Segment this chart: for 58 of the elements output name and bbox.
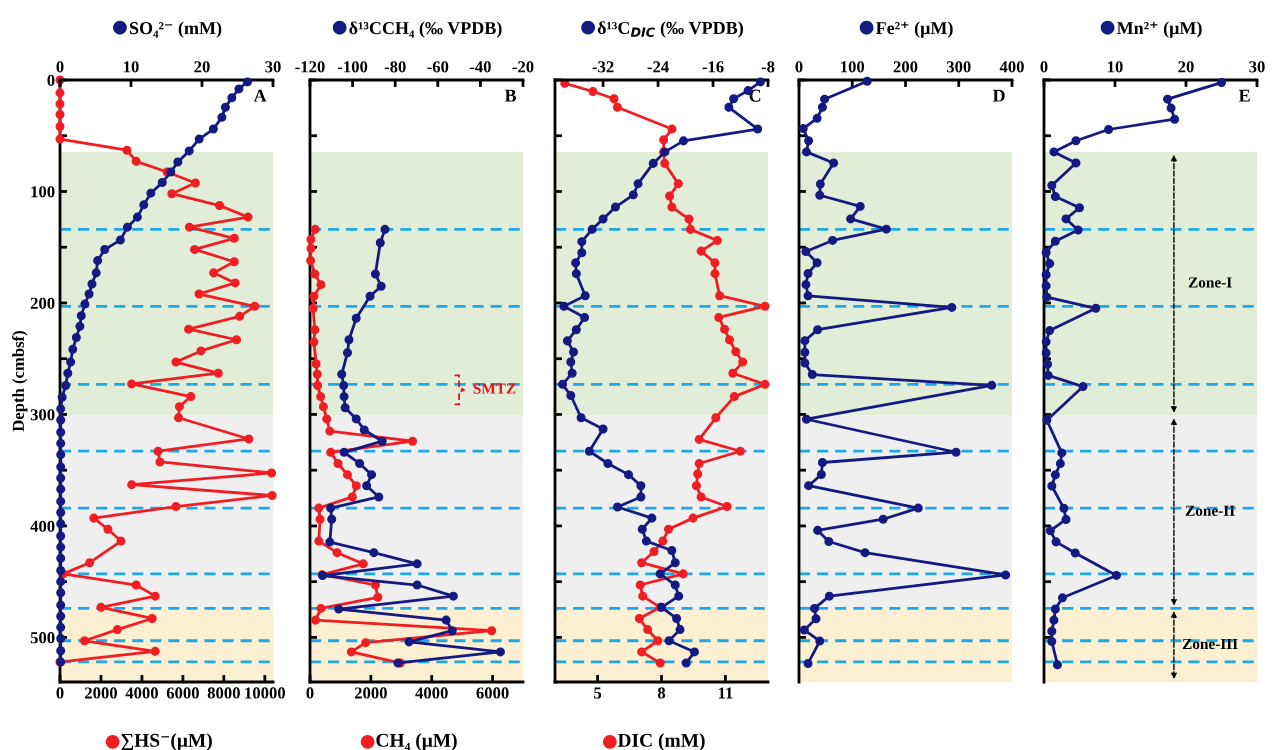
x-tick-label: 6000 <box>166 687 199 699</box>
annotation: SMTZ <box>473 383 516 394</box>
x-tick-label: 4000 <box>415 687 448 699</box>
y-tick-label: 500 <box>30 632 55 644</box>
y-tick-label: 300 <box>30 409 55 421</box>
x2-tick-label: 100 <box>841 61 865 73</box>
x-tick-label: 2000 <box>354 687 387 699</box>
x2-tick-label: -8 <box>761 61 775 73</box>
x2-tick-label: 0 <box>56 61 64 73</box>
x2-tick-label: -32 <box>592 61 614 73</box>
x-tick-label: 2000 <box>85 687 117 699</box>
annotation: A <box>253 89 267 102</box>
x2-tick-label: 200 <box>893 61 918 73</box>
x2-tick-label: 20 <box>1178 61 1194 73</box>
annotation: B <box>504 89 517 102</box>
x2-tick-label: -80 <box>384 61 406 73</box>
x-tick-label: 6000 <box>476 687 509 699</box>
x2-tick-label: 30 <box>1249 61 1265 73</box>
x2-tick-label: -24 <box>647 61 669 73</box>
x2-tick-label: -120 <box>295 61 325 73</box>
x2-tick-label: 0 <box>795 61 803 73</box>
x-axis-title: CH₄ (μM) <box>376 733 457 750</box>
x2-tick-label: 10 <box>1108 61 1123 73</box>
y-tick-label: 200 <box>30 297 55 309</box>
x-tick-label: 8 <box>657 687 666 699</box>
band-label: Zone-I <box>1188 277 1232 288</box>
x-tick-label: 0 <box>56 687 64 699</box>
legend-label: δ¹³C$_{DIC}$ (‰ VPDB) <box>597 21 743 38</box>
x2-tick-label: 20 <box>194 61 210 73</box>
legend-label: SO₄²⁻ (mM) <box>129 21 222 38</box>
x2-tick-label: -60 <box>427 61 449 73</box>
x2-tick-label: -40 <box>469 61 491 73</box>
y-axis-title: Depth (cmbsf) <box>12 331 28 432</box>
x-tick-label: 11 <box>718 687 733 699</box>
x2-tick-label: 300 <box>946 61 971 73</box>
x2-tick-label: -20 <box>512 61 534 73</box>
x2-tick-label: 10 <box>124 61 139 73</box>
y-tick-label: 0 <box>47 74 55 86</box>
band-label: Zone-III <box>1182 638 1238 650</box>
x2-tick-label: -100 <box>337 61 368 73</box>
x-tick-label: 5 <box>594 687 602 699</box>
x2-tick-label: -16 <box>702 61 724 73</box>
x2-tick-label: 400 <box>999 61 1024 73</box>
legend-label: δ¹³CCH₄ (‰ VPDB) <box>349 21 502 38</box>
legend-label: Mn²⁺ (μM) <box>1116 21 1202 38</box>
x-tick-label: 4000 <box>125 687 158 699</box>
x2-tick-label: 30 <box>265 61 281 73</box>
x-axis-title: DIC (mM) <box>617 733 705 750</box>
x-tick-label: 0 <box>306 687 314 699</box>
text: E <box>1238 89 1250 102</box>
annotation: D <box>992 89 1005 102</box>
x2-tick-label: 0 <box>1040 61 1048 73</box>
y-tick-label: 100 <box>31 186 55 198</box>
x-axis-title: ∑HS⁻(μM) <box>121 733 212 750</box>
x-tick-label: 10000 <box>245 687 286 699</box>
y-tick-label: 400 <box>30 520 55 532</box>
legend-label: Fe²⁺ (μM) <box>875 21 953 38</box>
x-tick-label: 8000 <box>207 687 240 699</box>
